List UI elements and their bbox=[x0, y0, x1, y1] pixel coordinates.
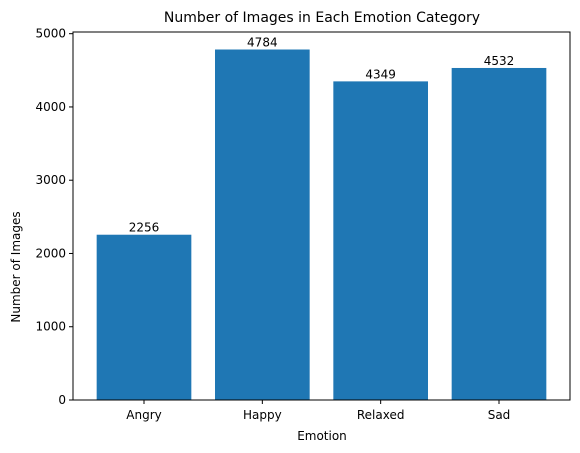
plot-frame bbox=[72, 31, 571, 401]
bar-happy bbox=[215, 49, 310, 400]
bars-group bbox=[96, 49, 547, 400]
y-tick-label: 5000 bbox=[35, 27, 66, 41]
x-tick-label-angry: Angry bbox=[126, 408, 161, 422]
bar-relaxed bbox=[333, 81, 428, 400]
data-label-relaxed: 4349 bbox=[365, 67, 396, 81]
data-label-sad: 4532 bbox=[484, 54, 515, 68]
y-axis: 0 1000 2000 3000 4000 5000 bbox=[35, 27, 73, 407]
data-label-happy: 4784 bbox=[247, 36, 278, 50]
x-axis-title: Emotion bbox=[297, 429, 347, 443]
x-tick-label-sad: Sad bbox=[488, 408, 511, 422]
y-tick-label: 3000 bbox=[35, 173, 66, 187]
data-label-angry: 2256 bbox=[129, 221, 160, 235]
y-axis-title: Number of Images bbox=[9, 211, 23, 322]
y-tick-label: 0 bbox=[58, 393, 66, 407]
x-tick-label-relaxed: Relaxed bbox=[357, 408, 405, 422]
chart-title: Number of Images in Each Emotion Categor… bbox=[164, 10, 480, 26]
y-tick-label: 2000 bbox=[35, 246, 66, 260]
y-tick-label: 1000 bbox=[35, 320, 66, 334]
data-labels-group: 2256 4784 4349 4532 bbox=[129, 36, 515, 235]
bar-sad bbox=[451, 67, 547, 400]
x-axis: Angry Happy Relaxed Sad bbox=[126, 400, 510, 422]
bar-angry bbox=[96, 234, 192, 400]
x-tick-label-happy: Happy bbox=[243, 408, 282, 422]
y-tick-label: 4000 bbox=[35, 100, 66, 114]
